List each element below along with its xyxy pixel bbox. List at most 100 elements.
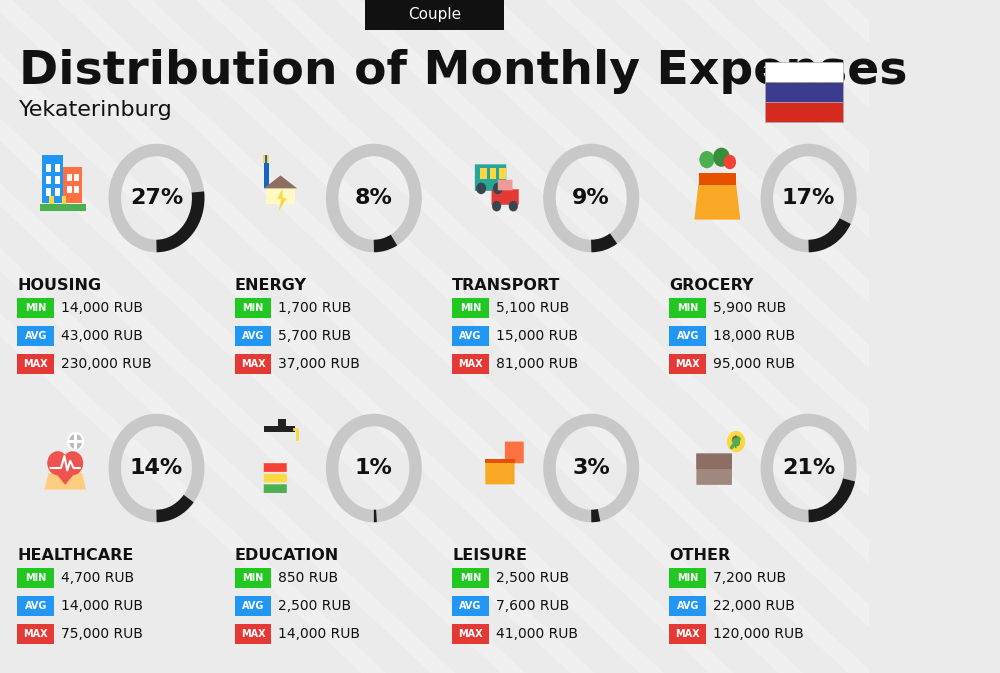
FancyBboxPatch shape: [17, 568, 54, 588]
Text: MIN: MIN: [460, 573, 481, 583]
FancyBboxPatch shape: [235, 568, 271, 588]
Text: MIN: MIN: [242, 573, 264, 583]
Text: 8%: 8%: [355, 188, 393, 208]
FancyBboxPatch shape: [365, 0, 504, 30]
Circle shape: [493, 182, 503, 194]
Bar: [490, 168, 496, 179]
FancyBboxPatch shape: [264, 485, 287, 493]
Text: 43,000 RUB: 43,000 RUB: [61, 329, 143, 343]
FancyBboxPatch shape: [669, 624, 706, 644]
Text: 37,000 RUB: 37,000 RUB: [278, 357, 360, 371]
Text: 95,000 RUB: 95,000 RUB: [713, 357, 795, 371]
Text: 1%: 1%: [355, 458, 393, 478]
Polygon shape: [694, 184, 740, 219]
Text: 14,000 RUB: 14,000 RUB: [61, 301, 143, 315]
Circle shape: [724, 155, 736, 169]
Text: MIN: MIN: [242, 303, 264, 313]
Text: 7,200 RUB: 7,200 RUB: [713, 571, 786, 585]
Text: MIN: MIN: [460, 303, 481, 313]
FancyBboxPatch shape: [452, 298, 489, 318]
Text: AVG: AVG: [459, 601, 482, 611]
Text: 1,700 RUB: 1,700 RUB: [278, 301, 351, 315]
Text: 850 RUB: 850 RUB: [278, 571, 338, 585]
Circle shape: [699, 151, 714, 168]
FancyBboxPatch shape: [669, 298, 706, 318]
Bar: [46, 176, 51, 184]
Text: 21%: 21%: [782, 458, 835, 478]
FancyBboxPatch shape: [235, 326, 271, 346]
Text: MAX: MAX: [241, 359, 265, 369]
Circle shape: [476, 182, 486, 194]
FancyBboxPatch shape: [669, 354, 706, 374]
Text: EDUCATION: EDUCATION: [235, 548, 339, 563]
Text: 4,700 RUB: 4,700 RUB: [61, 571, 134, 585]
Bar: [55, 164, 60, 172]
Bar: [74, 434, 77, 449]
FancyBboxPatch shape: [498, 180, 512, 190]
Text: MIN: MIN: [25, 573, 46, 583]
Text: 5,100 RUB: 5,100 RUB: [496, 301, 569, 315]
Text: 7,600 RUB: 7,600 RUB: [496, 599, 569, 613]
Circle shape: [62, 451, 83, 475]
FancyBboxPatch shape: [696, 454, 732, 485]
Bar: [263, 155, 265, 164]
Polygon shape: [277, 188, 287, 211]
Polygon shape: [44, 473, 86, 489]
Text: AVG: AVG: [459, 331, 482, 341]
FancyBboxPatch shape: [696, 454, 732, 469]
Text: Yekaterinburg: Yekaterinburg: [19, 100, 173, 120]
FancyBboxPatch shape: [505, 441, 524, 463]
Text: AVG: AVG: [24, 601, 47, 611]
Circle shape: [47, 451, 68, 475]
Bar: [55, 188, 60, 196]
Text: 14,000 RUB: 14,000 RUB: [61, 599, 143, 613]
Text: HOUSING: HOUSING: [17, 277, 102, 293]
Text: 120,000 RUB: 120,000 RUB: [713, 627, 804, 641]
Text: OTHER: OTHER: [669, 548, 731, 563]
Text: 18,000 RUB: 18,000 RUB: [713, 329, 795, 343]
Text: MAX: MAX: [458, 629, 483, 639]
Polygon shape: [264, 176, 297, 188]
Bar: [480, 168, 487, 179]
Bar: [765, 62, 843, 82]
Bar: [266, 188, 295, 204]
Text: MAX: MAX: [675, 359, 700, 369]
Text: MAX: MAX: [23, 629, 48, 639]
FancyBboxPatch shape: [669, 326, 706, 346]
FancyBboxPatch shape: [669, 568, 706, 588]
FancyBboxPatch shape: [235, 298, 271, 318]
FancyBboxPatch shape: [17, 596, 54, 616]
Text: MAX: MAX: [23, 359, 48, 369]
FancyBboxPatch shape: [17, 326, 54, 346]
Bar: [40, 204, 86, 211]
Text: MIN: MIN: [677, 303, 698, 313]
Bar: [46, 164, 51, 172]
Text: 14,000 RUB: 14,000 RUB: [278, 627, 360, 641]
FancyBboxPatch shape: [452, 624, 489, 644]
Text: 3%: 3%: [572, 458, 610, 478]
Text: 75,000 RUB: 75,000 RUB: [61, 627, 143, 641]
Bar: [67, 186, 72, 193]
Text: 2,500 RUB: 2,500 RUB: [278, 599, 351, 613]
Text: 81,000 RUB: 81,000 RUB: [496, 357, 578, 371]
FancyBboxPatch shape: [452, 568, 489, 588]
Text: GROCERY: GROCERY: [669, 277, 754, 293]
Text: AVG: AVG: [677, 331, 699, 341]
Bar: [765, 82, 843, 102]
Text: 27%: 27%: [130, 188, 183, 208]
Bar: [699, 173, 736, 184]
Text: MIN: MIN: [677, 573, 698, 583]
Bar: [264, 155, 269, 188]
Text: AVG: AVG: [677, 601, 699, 611]
Text: 17%: 17%: [782, 188, 835, 208]
Bar: [42, 155, 63, 203]
Circle shape: [713, 147, 730, 167]
Bar: [264, 426, 295, 431]
Text: Couple: Couple: [408, 7, 461, 22]
FancyBboxPatch shape: [452, 596, 489, 616]
Bar: [63, 167, 82, 203]
Text: MAX: MAX: [241, 629, 265, 639]
Text: AVG: AVG: [242, 331, 264, 341]
FancyBboxPatch shape: [485, 461, 515, 485]
FancyBboxPatch shape: [235, 596, 271, 616]
